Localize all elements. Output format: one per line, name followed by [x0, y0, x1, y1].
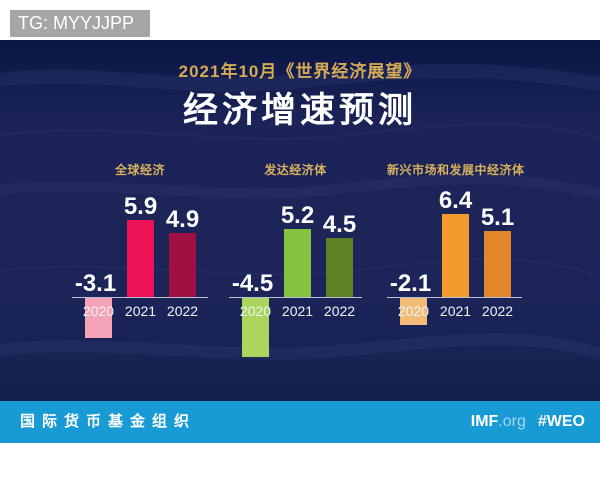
- footer-links: IMF.org #WEO: [471, 401, 585, 443]
- value-label-2022: 4.5: [322, 211, 357, 238]
- chart-group-3: 新兴市场和发展中经济体 -2.1 2020 6.4 2021 5.1 2022: [387, 40, 525, 401]
- group-label: 发达经济体: [264, 163, 327, 177]
- value-label-2021: 6.4: [438, 187, 473, 214]
- year-label-2021: 2021: [281, 303, 314, 319]
- bar-2020: [85, 298, 112, 338]
- footer-bar: 国际货币基金组织 IMF.org #WEO: [0, 401, 600, 443]
- tg-watermark-label: TG: MYYJJPP: [18, 13, 135, 33]
- bar-2021: [284, 229, 311, 297]
- bottom-white-strip: www.hzzwmm.com: [0, 443, 600, 480]
- report-banner: 2021年10月《世界经济展望》: [178, 62, 422, 81]
- imf-org-name: 国际货币基金组织: [20, 413, 197, 430]
- weo-hashtag: #WEO: [537, 413, 585, 430]
- year-label-2022: 2022: [323, 303, 356, 319]
- value-label-2020: -3.1: [74, 270, 117, 297]
- page-title: 经济增速预测: [182, 91, 417, 130]
- chart-canvas: 2021年10月《世界经济展望》 经济增速预测 全球经济 -3.1 2020 5.9 2…: [0, 40, 600, 401]
- value-label-2020: -4.5: [231, 270, 274, 297]
- year-label-2021: 2021: [439, 303, 472, 319]
- year-label-2022: 2022: [166, 303, 199, 319]
- chart-area: 全球经济 -3.1 2020 5.9 2021 4.9 2022 发达经济体 -4.5 2020 5…: [0, 40, 600, 401]
- group-label: 新兴市场和发展中经济体: [387, 163, 525, 177]
- year-label-2020: 2020: [82, 303, 115, 319]
- chart-group-2: 发达经济体 -4.5 2020 5.2 2021 4.5 2022: [229, 40, 362, 401]
- top-white-strip: TG: MYYJJPP: [0, 0, 600, 40]
- bar-2021: [127, 220, 154, 297]
- value-label-2020: -2.1: [389, 270, 432, 297]
- chart-group-1: 全球经济 -3.1 2020 5.9 2021 4.9 2022: [72, 40, 208, 401]
- year-label-2022: 2022: [481, 303, 514, 319]
- tg-watermark-badge: TG: MYYJJPP: [10, 10, 150, 37]
- axis-baseline: [72, 297, 208, 298]
- bar-2022: [169, 233, 196, 297]
- bar-2021: [442, 214, 469, 297]
- group-label: 全球经济: [114, 163, 165, 177]
- value-label-2022: 4.9: [165, 206, 200, 233]
- year-label-2020: 2020: [239, 303, 272, 319]
- year-label-2021: 2021: [124, 303, 157, 319]
- value-label-2021: 5.9: [123, 193, 158, 220]
- axis-baseline: [387, 297, 522, 298]
- bar-2020: [242, 298, 269, 357]
- imf-label: IMF: [470, 413, 499, 430]
- background-waves: [0, 63, 600, 360]
- value-label-2022: 5.1: [480, 204, 515, 231]
- bar-2022: [326, 238, 353, 297]
- axis-baseline: [229, 297, 362, 298]
- year-label-2020: 2020: [397, 303, 430, 319]
- imf-org-suffix: .org: [498, 413, 526, 430]
- value-label-2021: 5.2: [280, 202, 315, 229]
- bar-2020: [400, 298, 427, 325]
- bar-2022: [484, 231, 511, 297]
